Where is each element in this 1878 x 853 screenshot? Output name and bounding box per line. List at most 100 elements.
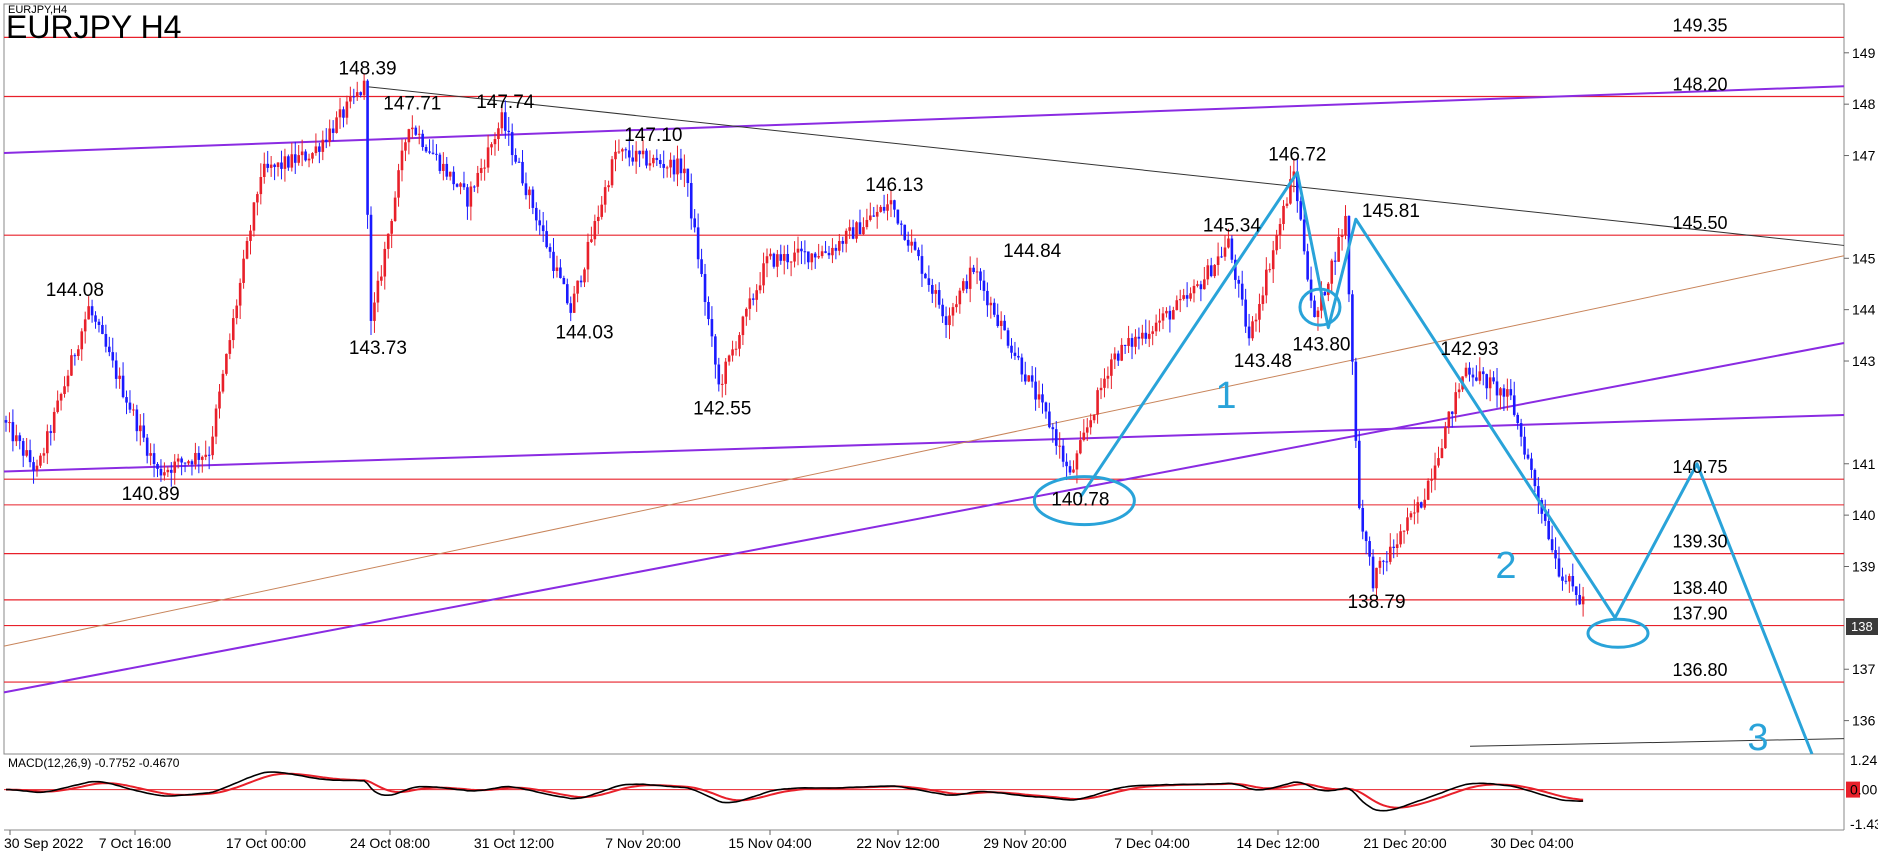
candle-body (565, 284, 569, 304)
candle-body (975, 271, 979, 273)
candle-body (1017, 355, 1020, 358)
candle-body (1230, 238, 1234, 260)
candle-body (242, 258, 245, 283)
candle-body (218, 391, 221, 409)
candle-body (1247, 326, 1251, 339)
candle-body (345, 101, 349, 118)
candle-body (645, 150, 648, 166)
level-label: 138.40 (1672, 578, 1727, 598)
candle-body (259, 176, 263, 195)
candle-body (479, 168, 483, 173)
candle-body (748, 298, 752, 309)
candle-body (1192, 285, 1196, 294)
candle-body (1333, 260, 1337, 262)
macd-tick-label: 0.00 (1850, 782, 1877, 798)
level-label: 139.30 (1672, 532, 1727, 552)
candle-body (321, 139, 325, 152)
candle-body (528, 189, 531, 196)
candle-body (493, 139, 497, 145)
price-label: 140.89 (122, 484, 180, 505)
candle-body (1161, 313, 1165, 321)
candle-body (906, 239, 910, 246)
candle-body (4, 420, 8, 423)
price-label: 148.39 (339, 59, 397, 80)
candle-body (1154, 322, 1158, 332)
candle-body (1581, 596, 1585, 605)
candle-body (369, 214, 373, 321)
candle-body (180, 458, 183, 463)
candle-body (1464, 367, 1468, 377)
candle-body (1302, 219, 1306, 252)
time-tick-label: 14 Dec 12:00 (1236, 835, 1319, 851)
candle-body (982, 280, 986, 291)
candle-body (94, 315, 97, 322)
candle-body (755, 290, 758, 300)
candle-body (142, 425, 146, 438)
wave-label-3: 3 (1747, 717, 1768, 759)
candle-body (414, 127, 418, 135)
candle-body (831, 247, 834, 256)
candle-body (1168, 310, 1172, 320)
candle-body (724, 361, 727, 384)
candle-body (411, 127, 414, 130)
candle-body (349, 96, 352, 102)
candle-body (600, 204, 604, 217)
candle-body (176, 458, 180, 462)
candle-body (700, 259, 703, 275)
time-tick-label: 30 Sep 2022 (4, 835, 84, 851)
current-price-tag: 138 (1851, 619, 1873, 634)
candle-body (87, 306, 90, 320)
bottom-trend-line (1469, 738, 1845, 747)
time-tick-label: 29 Nov 20:00 (983, 835, 1066, 851)
candle-body (1075, 453, 1079, 470)
candle-body (720, 383, 724, 385)
candle-body (1189, 293, 1192, 299)
candle-body (531, 189, 535, 208)
candle-body (1041, 394, 1044, 403)
candle-body (820, 251, 824, 257)
candle-body (1368, 541, 1371, 557)
candle-body (1554, 550, 1557, 559)
candle-body (431, 152, 435, 154)
candle-body (318, 146, 321, 152)
candle-body (817, 256, 820, 258)
candle-body (538, 220, 542, 226)
candle-body (707, 302, 710, 320)
candle-body (52, 411, 56, 433)
time-tick-label: 7 Nov 20:00 (605, 835, 681, 851)
price-label: 138.79 (1347, 592, 1405, 613)
candle-body (228, 340, 232, 354)
candle-body (1423, 499, 1427, 508)
candle-body (225, 353, 228, 374)
candle-body (1165, 310, 1168, 314)
candle-body (1137, 336, 1141, 339)
wave-projection: 1 2 3 (1032, 170, 1814, 759)
candle-body (376, 280, 380, 303)
candle-body (827, 252, 831, 256)
candle-body (786, 254, 789, 263)
candle-body (1468, 367, 1471, 375)
candle-body (455, 184, 459, 187)
candle-body (1141, 332, 1144, 339)
candle-body (400, 150, 404, 171)
candle-body (893, 200, 896, 210)
candle-body (1447, 411, 1451, 428)
candle-body (1416, 502, 1420, 513)
circle-143-80 (1298, 287, 1342, 327)
candle-body (15, 435, 18, 442)
candle-body (765, 256, 769, 264)
level-label: 145.50 (1672, 213, 1727, 233)
candle-body (1244, 299, 1247, 327)
brown-trend-line (3, 255, 1845, 647)
candle-body (658, 160, 662, 165)
candle-body (1048, 411, 1051, 428)
candle-body (672, 159, 676, 175)
candle-body (1530, 458, 1533, 470)
candle-body (514, 155, 517, 162)
candle-body (324, 139, 328, 142)
candle-body (424, 147, 428, 152)
candle-body (507, 130, 511, 133)
candle-body (920, 256, 924, 274)
candle-body (1340, 235, 1344, 238)
candle-body (1289, 179, 1292, 204)
